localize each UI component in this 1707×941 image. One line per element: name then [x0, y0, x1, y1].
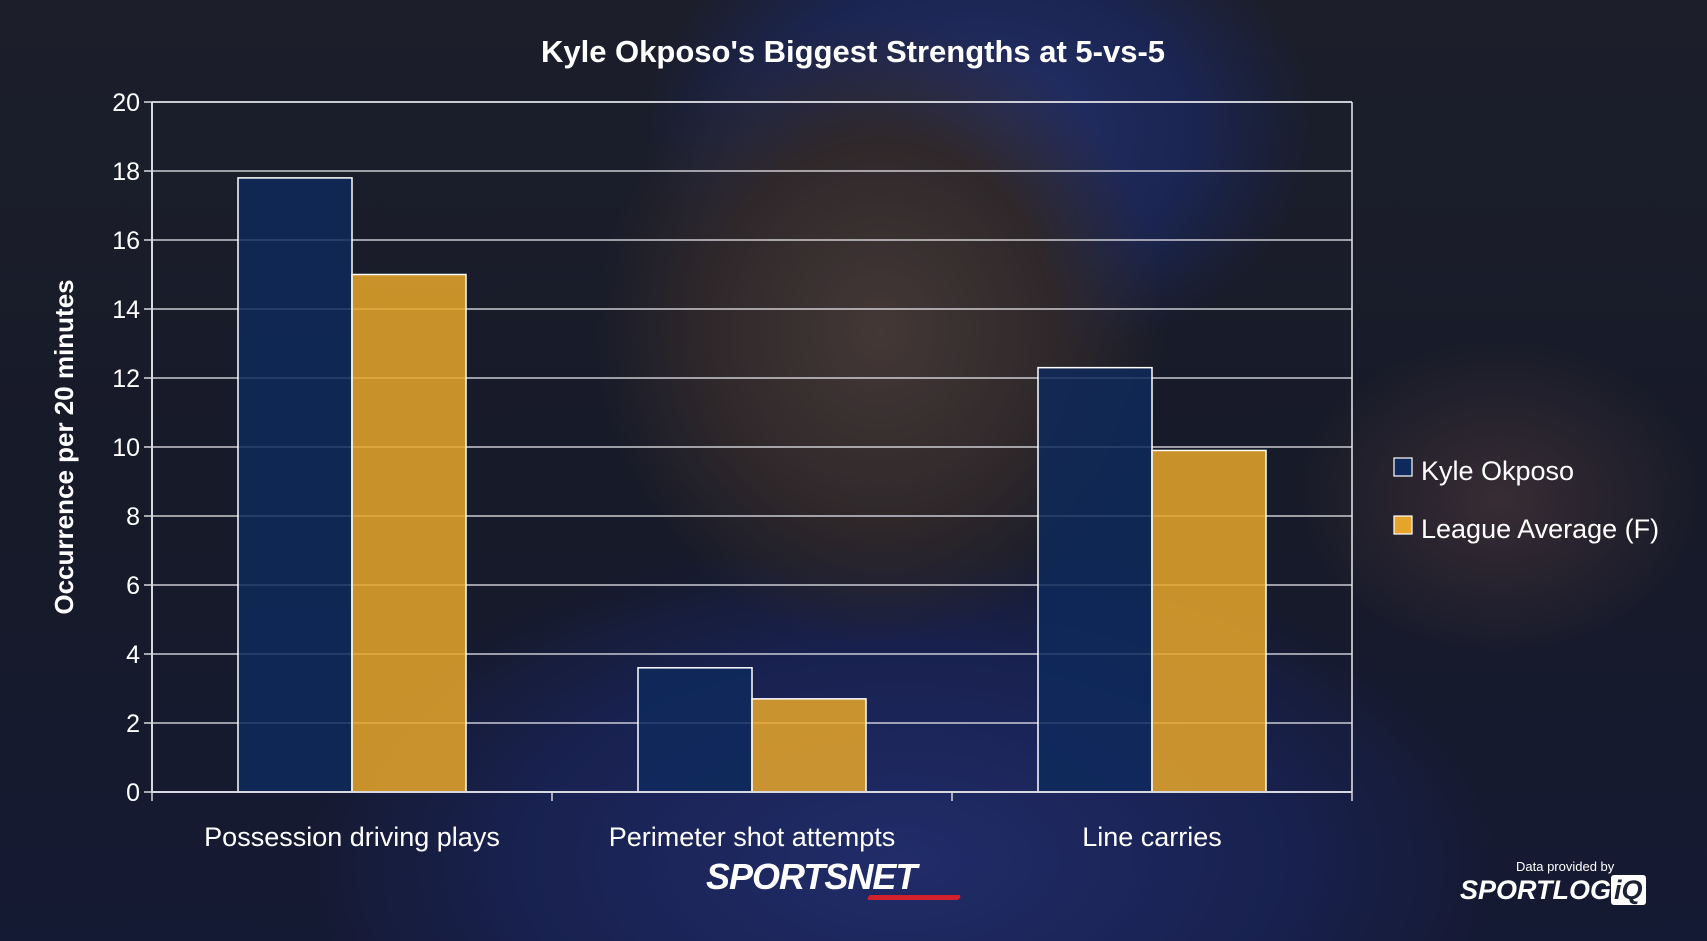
sportlogiq-logo: SPORTLOG iQ [1460, 875, 1646, 906]
bars [237, 177, 1267, 793]
y-tick-label: 0 [126, 779, 140, 807]
axes: 0 2 4 6 8 10 12 14 16 18 20 Possession driving play… [112, 89, 1353, 852]
sportlogiq-logo-text: SPORTLOG [1460, 875, 1612, 905]
y-tick-label: 6 [126, 572, 140, 600]
x-category-label: Line carries [1082, 822, 1222, 852]
legend-swatch [1393, 457, 1413, 477]
sportsnet-logo: SPORTSNET [706, 856, 962, 900]
y-tick-label: 12 [112, 365, 140, 393]
y-tick-label: 18 [112, 158, 140, 186]
bar-league-average [751, 698, 867, 793]
legend-swatch [1393, 515, 1413, 535]
x-category-label: Possession driving plays [204, 822, 500, 852]
y-tick-label: 4 [126, 641, 140, 669]
bar-league-average [1151, 449, 1267, 793]
y-axis-label: Occurrence per 20 minutes [49, 279, 79, 614]
y-tick-label: 16 [112, 227, 140, 255]
sportlogiq-logo-suffix: iQ [1611, 875, 1646, 905]
x-category-label: Perimeter shot attempts [609, 822, 896, 852]
legend-label: Kyle Okposo [1421, 456, 1574, 486]
bar-kyle-okposo [637, 667, 753, 793]
y-tick-label: 14 [112, 296, 140, 324]
bar-league-average [351, 273, 467, 793]
chart-title: Kyle Okposo's Biggest Strengths at 5-vs-… [541, 34, 1165, 69]
legend-label: League Average (F) [1421, 514, 1659, 544]
y-tick-label: 20 [112, 89, 140, 117]
sportsnet-swoosh-icon [866, 895, 962, 900]
bar-kyle-okposo [237, 177, 353, 793]
sportsnet-logo-text: SPORTSNET [706, 856, 917, 897]
y-tick-label: 2 [126, 710, 140, 738]
y-tick-label: 10 [112, 434, 140, 462]
data-credit-label: Data provided by [1516, 859, 1615, 874]
legend: Kyle Okposo League Average (F) [1393, 456, 1659, 544]
y-tick-label: 8 [126, 503, 140, 531]
bar-kyle-okposo [1037, 366, 1153, 793]
